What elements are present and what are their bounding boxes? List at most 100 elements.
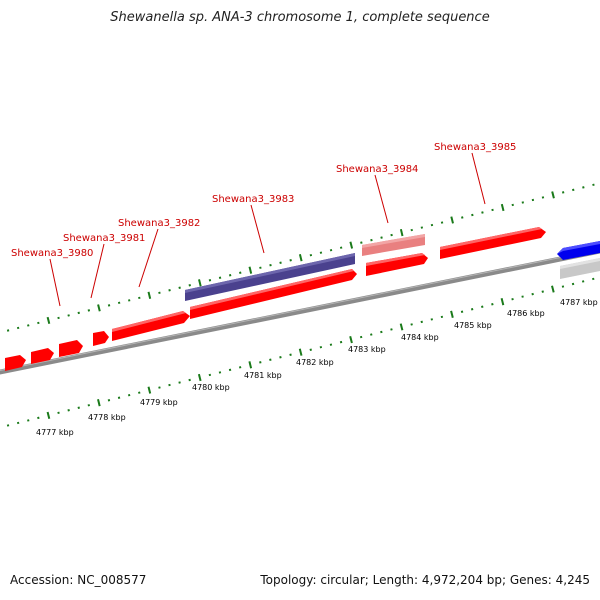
minor-tick-mark — [279, 356, 282, 359]
minor-tick-mark — [57, 316, 60, 320]
minor-tick-mark — [289, 353, 292, 356]
gene-label[interactable]: Shewana3_3982 — [118, 218, 200, 229]
minor-tick-mark — [208, 279, 212, 282]
minor-tick-mark — [460, 310, 464, 314]
minor-tick-mark — [77, 311, 80, 315]
minor-tick-mark — [380, 330, 383, 334]
gene-label[interactable]: Shewana3_3980 — [11, 248, 93, 259]
minor-tick-mark — [410, 228, 413, 232]
scale-tick-label: 4786 kbp — [507, 309, 545, 318]
minor-tick-mark — [107, 304, 111, 307]
major-tick-mark — [97, 304, 101, 312]
scale-tick-label: 4778 kbp — [88, 413, 126, 422]
major-tick-mark — [349, 335, 353, 344]
major-tick-mark — [248, 266, 253, 274]
minor-tick-mark — [27, 324, 30, 327]
gene-arrow-3983[interactable] — [190, 269, 357, 319]
gene-label[interactable]: Shewana3_3981 — [63, 233, 145, 244]
minor-tick-mark — [127, 393, 131, 397]
gene-arrow-long-1[interactable] — [112, 311, 190, 341]
minor-tick-mark — [279, 261, 282, 264]
minor-tick-mark — [188, 378, 191, 382]
scale-tick-label: 4785 kbp — [454, 321, 492, 330]
major-tick-mark — [46, 411, 51, 420]
scale-tick-label: 4779 kbp — [140, 398, 178, 407]
gene-arrow-3984-upper[interactable] — [362, 234, 425, 256]
major-tick-mark — [399, 228, 404, 237]
gene-arrow-3981[interactable] — [31, 348, 54, 364]
minor-tick-mark — [107, 398, 111, 402]
minor-tick-mark — [329, 248, 333, 252]
minor-tick-mark — [420, 226, 424, 229]
minor-tick-mark — [592, 277, 595, 281]
major-tick-mark — [147, 291, 152, 299]
minor-tick-mark — [178, 286, 181, 290]
gene-arrow-3984[interactable] — [366, 253, 428, 276]
major-tick-mark — [399, 323, 404, 331]
minor-tick-mark — [481, 211, 484, 214]
minor-tick-mark — [481, 305, 484, 308]
minor-tick-mark — [37, 416, 40, 420]
major-tick-mark — [450, 216, 454, 224]
major-tick-mark — [551, 285, 555, 293]
scale-tick-label: 4784 kbp — [401, 333, 439, 342]
minor-tick-mark — [581, 280, 585, 283]
gene-label[interactable]: Shewana3_3985 — [434, 142, 516, 153]
gene-arrow-reverse-blue[interactable] — [557, 240, 600, 260]
minor-tick-mark — [390, 328, 393, 331]
minor-tick-mark — [339, 340, 343, 344]
minor-tick-mark — [37, 321, 40, 325]
tick-layer — [6, 183, 595, 427]
minor-tick-mark — [329, 343, 333, 346]
minor-tick-mark — [269, 358, 272, 362]
major-tick-mark — [298, 254, 303, 262]
feature-block-purple — [185, 253, 355, 301]
leader-layer — [49, 152, 486, 307]
leader-3983 — [250, 204, 265, 254]
minor-tick-mark — [239, 271, 242, 274]
major-tick-mark — [349, 241, 354, 249]
minor-tick-mark — [27, 419, 30, 422]
minor-tick-mark — [87, 309, 91, 312]
leader-3981 — [90, 243, 105, 299]
minor-tick-mark — [238, 366, 242, 369]
scale-tick-label: 4777 kbp — [36, 428, 74, 437]
major-tick-mark — [248, 361, 253, 369]
minor-tick-mark — [77, 406, 80, 410]
minor-tick-mark — [531, 292, 534, 296]
minor-tick-mark — [218, 371, 222, 374]
minor-tick-mark — [228, 368, 232, 372]
gene-arrow-3985[interactable] — [440, 227, 546, 259]
minor-tick-mark — [117, 301, 121, 305]
minor-tick-mark — [380, 236, 383, 239]
scale-tick-label: 4782 kbp — [296, 358, 334, 367]
minor-tick-mark — [309, 348, 312, 351]
minor-tick-mark — [511, 203, 514, 207]
minor-tick-mark — [572, 188, 575, 192]
minor-tick-mark — [158, 386, 161, 389]
minor-tick-mark — [228, 274, 232, 277]
minor-tick-mark — [541, 196, 545, 199]
gene-label[interactable]: Shewana3_3984 — [336, 164, 418, 175]
leader-3984 — [374, 174, 389, 224]
minor-tick-mark — [370, 333, 373, 336]
major-tick-mark — [551, 191, 555, 199]
major-tick-mark — [500, 298, 505, 306]
leader-3985 — [471, 152, 486, 205]
minor-tick-mark — [491, 302, 494, 306]
scale-tick-label: 4781 kbp — [244, 371, 282, 380]
accession-text: Accession: NC_008577 — [10, 573, 147, 587]
gene-label[interactable]: Shewana3_3983 — [212, 194, 294, 205]
minor-tick-mark — [319, 251, 323, 254]
minor-tick-mark — [6, 424, 10, 427]
gene-arrow-3980[interactable] — [5, 355, 26, 371]
minor-tick-mark — [188, 284, 191, 287]
backbone-highlight — [0, 248, 600, 372]
minor-tick-mark — [440, 221, 444, 224]
gene-arrow-small[interactable] — [93, 331, 109, 346]
gene-arrow-3982[interactable] — [59, 340, 83, 357]
minor-tick-mark — [168, 289, 171, 292]
minor-tick-mark — [319, 345, 323, 349]
major-tick-mark — [500, 203, 505, 212]
